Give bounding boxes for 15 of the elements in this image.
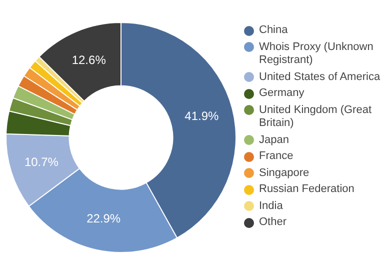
data-label: 12.6%	[72, 52, 106, 67]
legend-label: France	[259, 150, 294, 164]
legend-label: Singapore	[259, 166, 310, 180]
legend-label: Other	[259, 216, 287, 230]
legend-label: United States of America	[259, 70, 380, 84]
legend-label: Japan	[259, 134, 289, 147]
legend-label: China	[259, 24, 288, 38]
data-label: 41.9%	[184, 108, 220, 123]
data-label: 10.7%	[24, 154, 59, 169]
legend-label: Germany	[259, 87, 304, 100]
legend-label: India	[259, 200, 283, 213]
legend-label: Whois Proxy (Unknown Registrant)	[259, 40, 374, 68]
legend-label: United Kingdom (Great Britain)	[259, 104, 372, 130]
legend-label: Russian Federation	[259, 183, 354, 196]
data-label: 22.9%	[86, 211, 121, 226]
